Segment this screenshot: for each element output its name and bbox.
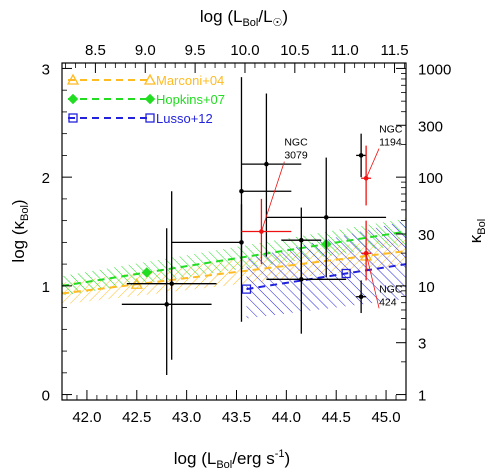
legend-marker-start <box>66 73 80 85</box>
point-marker <box>323 215 329 220</box>
point-marker <box>169 281 174 286</box>
top-tick-label: 9.5 <box>185 42 206 59</box>
point-marker <box>239 240 244 245</box>
annotation-leader <box>365 253 380 309</box>
data-point-3 <box>171 204 244 270</box>
marker-lusso-12-1 <box>341 268 351 279</box>
marker-hopkins-07-0 <box>141 267 152 278</box>
line-hopkins-07 <box>62 230 406 287</box>
data-points <box>121 77 387 375</box>
right-tick-label: 1 <box>418 388 426 405</box>
annotation-text: NGC <box>379 124 403 136</box>
axis-ticks: 42.0 42.5 43.0 43.5 44.0 44.5 45.0 8.5 9.0 9.5 10.… <box>42 42 452 426</box>
right-axis-title: κBol <box>466 219 488 243</box>
top-tick-label: 10.5 <box>280 42 309 59</box>
bottom-axis-title: log (LBol/erg s-1) <box>174 448 290 471</box>
model-lines <box>62 230 406 295</box>
point-marker <box>299 277 304 282</box>
top-tick-label: 11.5 <box>380 42 408 59</box>
bottom-tick-label: 42.5 <box>122 409 151 426</box>
legend-entry-hopkins-07: Hopkins+07 <box>67 92 225 107</box>
top-tick-label: 8.5 <box>85 42 106 59</box>
legend-marker-start <box>67 93 79 105</box>
bottom-tick-label: 44.5 <box>322 409 351 426</box>
data-point-12 <box>356 280 367 314</box>
annotation-text: 424 <box>379 296 397 308</box>
point-marker <box>239 188 244 194</box>
data-point-0 <box>126 191 217 360</box>
point-marker <box>358 294 364 300</box>
annotation-leader <box>261 161 285 232</box>
right-tick-label: 300 <box>418 118 443 135</box>
marker-lusso-12-0 <box>241 284 252 294</box>
data-point-1 <box>121 228 212 375</box>
point-marker <box>358 153 364 158</box>
point-marker <box>299 237 304 243</box>
legend-entry-marconi-04: Marconi+04 <box>66 73 224 88</box>
bottom-tick-label: 43.0 <box>172 409 201 426</box>
point-marker <box>164 302 169 307</box>
data-point-8 <box>266 157 387 278</box>
left-tick-label: 1 <box>42 279 50 296</box>
annotation-text: NGC <box>284 137 308 149</box>
right-tick-label: 30 <box>418 227 435 244</box>
legend-marker-end <box>144 93 156 105</box>
right-tick-label: 10 <box>418 279 435 296</box>
line-lusso-12 <box>246 263 406 291</box>
top-tick-label: 10.0 <box>230 42 259 59</box>
left-tick-label: 3 <box>42 61 50 78</box>
left-tick-label: 2 <box>42 170 50 187</box>
top-axis-title: log (LBol/L☉) <box>200 7 288 29</box>
line-marconi-04 <box>62 250 406 295</box>
top-tick-label: 9.0 <box>135 42 156 59</box>
right-tick-label: 100 <box>418 170 443 187</box>
legend: Marconi+04 Hopkins+07 Lusso+12 <box>66 73 225 126</box>
bottom-tick-label: 42.0 <box>72 409 101 426</box>
right-tick-label: 3 <box>418 336 426 353</box>
legend-label: Marconi+04 <box>156 73 224 88</box>
annotation-text: NGC <box>379 283 403 295</box>
top-tick-label: 11.0 <box>331 42 359 59</box>
plot-frame <box>61 62 407 401</box>
data-point-4 <box>241 93 302 257</box>
left-tick-label: 0 <box>42 388 50 405</box>
legend-label: Lusso+12 <box>156 111 213 126</box>
point-marker <box>264 161 269 167</box>
annotation-text: 3079 <box>284 150 308 162</box>
legend-entry-lusso-12: Lusso+12 <box>68 111 213 126</box>
bottom-tick-label: 43.5 <box>222 409 251 426</box>
legend-label: Hopkins+07 <box>156 92 225 107</box>
legend-marker-end <box>143 73 157 85</box>
data-point-9 <box>356 133 367 178</box>
bottom-tick-label: 44.0 <box>272 409 301 426</box>
annotation-leader <box>365 148 380 179</box>
model-bands <box>62 218 406 319</box>
data-point-7 <box>266 243 347 334</box>
right-tick-label: 1000 <box>418 61 451 78</box>
legend-marker-start <box>68 113 78 123</box>
bottom-tick-label: 45.0 <box>371 409 400 426</box>
annotation-text: 1194 <box>379 137 402 149</box>
left-axis-title: log (κBol) <box>9 199 31 262</box>
legend-marker-end <box>145 113 155 123</box>
